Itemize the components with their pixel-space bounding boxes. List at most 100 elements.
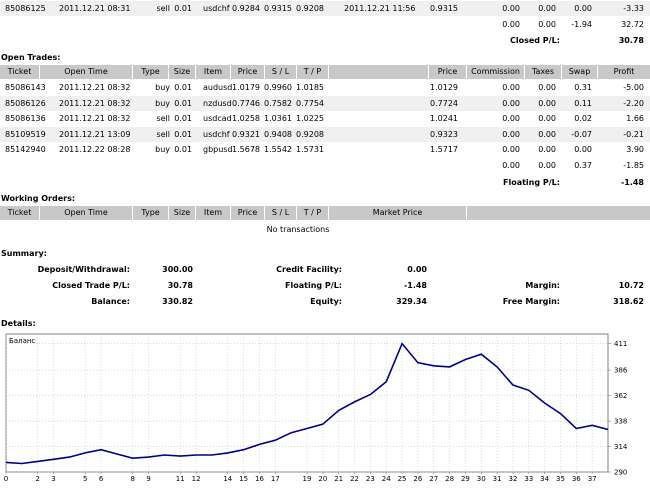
swap: 0.11	[574, 98, 592, 108]
y-tick-label: 314	[614, 443, 628, 451]
total-commission: 0.00	[502, 20, 520, 29]
wcol-market-price: Market Price	[329, 206, 467, 220]
total-taxes: 0.00	[538, 20, 556, 29]
total-profit: 32.72	[621, 20, 644, 29]
market-price: 0.9323	[430, 129, 458, 139]
balance-value: 330.82	[162, 297, 193, 306]
open-time: 2011.12.21 08:32	[59, 98, 131, 108]
tp: 0.9208	[296, 4, 324, 13]
y-tick-label: 338	[614, 418, 627, 426]
no-transactions: No transactions	[266, 225, 330, 234]
x-tick-label: 31	[493, 475, 502, 483]
item: usdcad	[203, 114, 232, 123]
x-tick-label: 26	[413, 475, 422, 483]
x-tick-label: 0	[4, 475, 8, 483]
open-trades-header: Ticket Open Time Type Size Item Price S …	[0, 65, 650, 79]
x-tick-label: 36	[572, 475, 581, 483]
size: 0.01	[174, 129, 192, 139]
x-tick-label: 16	[255, 475, 264, 483]
item: usdchf	[203, 4, 230, 13]
commission: 0.00	[502, 145, 520, 154]
x-tick-label: 33	[524, 475, 533, 483]
commission: 0.00	[502, 4, 520, 13]
sl: 0.9315	[264, 4, 292, 13]
swap: 0.00	[574, 145, 592, 154]
deposit-value: 300.00	[162, 265, 193, 274]
sl: 1.5542	[264, 145, 292, 154]
x-tick-label: 2	[35, 475, 39, 483]
col-open-time: Open Time	[40, 65, 133, 79]
margin-label: Margin:	[525, 281, 560, 290]
col-market-price: Price	[429, 65, 467, 79]
sl: 0.7582	[264, 98, 292, 108]
size: 0.01	[174, 83, 192, 92]
x-tick-label: 30	[477, 475, 486, 483]
col-commission: Commission	[467, 65, 525, 79]
y-tick-label: 386	[614, 367, 628, 375]
col-swap: Swap	[562, 65, 598, 79]
close-price: 0.9315	[430, 4, 458, 13]
x-tick-label: 25	[398, 475, 407, 483]
profit: -2.20	[623, 98, 644, 108]
wcol-size: Size	[169, 206, 196, 220]
tp: 0.9208	[296, 129, 324, 139]
market-price: 0.7724	[430, 98, 458, 108]
price: 0.7746	[232, 98, 260, 108]
floating-pl-label: Floating P/L:	[503, 178, 560, 187]
tp: 0.7754	[296, 98, 324, 108]
open-time: 2011.12.21 08:31	[59, 4, 131, 13]
x-tick-label: 34	[540, 475, 549, 483]
commission: 0.00	[502, 83, 520, 92]
price: 0.9321	[232, 129, 260, 139]
floating-pl-value: -1.48	[620, 178, 644, 187]
closed-pl-label: Closed P/L:	[510, 36, 560, 45]
profit: -0.21	[623, 129, 644, 139]
ticket: 85086136	[5, 114, 46, 123]
ticket: 85109519	[5, 129, 46, 139]
taxes: 0.00	[538, 114, 556, 123]
x-tick-label: 19	[303, 475, 312, 483]
x-tick-label: 29	[461, 475, 470, 483]
taxes: 0.00	[538, 145, 556, 154]
closed-trade-value: 30.78	[167, 281, 193, 290]
open-time: 2011.12.21 08:32	[59, 114, 131, 123]
x-tick-label: 5	[83, 475, 87, 483]
price: 1.0179	[232, 83, 260, 92]
taxes: 0.00	[538, 83, 556, 92]
balance-series-line	[5, 342, 609, 465]
free-margin-value: 318.62	[613, 297, 644, 306]
x-tick-label: 6	[99, 475, 104, 483]
balance-label: Balance:	[91, 297, 130, 306]
open-trades-title: Open Trades:	[1, 53, 61, 62]
working-orders-title: Working Orders:	[1, 194, 76, 203]
x-tick-label: 20	[318, 475, 327, 483]
profit: -3.33	[623, 4, 644, 13]
open-time: 2011.12.21 08:32	[59, 83, 131, 92]
x-tick-label: 27	[429, 475, 438, 483]
price: 0.9284	[232, 4, 260, 13]
ticket: 85086143	[5, 83, 46, 92]
swap: 0.31	[574, 83, 592, 92]
closed-pl-value: 30.78	[618, 36, 644, 45]
open-total-commission: 0.00	[502, 161, 520, 170]
equity-value: 329.34	[396, 297, 427, 306]
col-type: Type	[133, 65, 169, 79]
commission: 0.00	[502, 114, 520, 123]
type: sell	[156, 4, 170, 13]
x-tick-label: 15	[239, 475, 248, 483]
item: audusd	[203, 83, 233, 92]
close-time: 2011.12.21 11:56	[344, 4, 416, 13]
open-trade-row: 85086126 2011.12.21 08:32 buy 0.01 nzdusd 0.7…	[0, 95, 650, 111]
free-margin-label: Free Margin:	[502, 297, 560, 306]
commission: 0.00	[502, 129, 520, 139]
y-tick-label: 290	[614, 469, 627, 477]
type: sell	[156, 129, 170, 139]
taxes: 0.00	[538, 98, 556, 108]
open-time: 2011.12.22 08:28	[59, 145, 131, 154]
tp: 1.5731	[296, 145, 324, 154]
x-tick-label: 9	[146, 475, 150, 483]
ticket: 85086126	[5, 98, 46, 108]
col-ticket: Ticket	[0, 65, 40, 79]
size: 0.01	[174, 145, 192, 154]
open-trade-row: 85086136 2011.12.21 08:32 sell 0.01 usdcad 1.…	[0, 111, 650, 126]
